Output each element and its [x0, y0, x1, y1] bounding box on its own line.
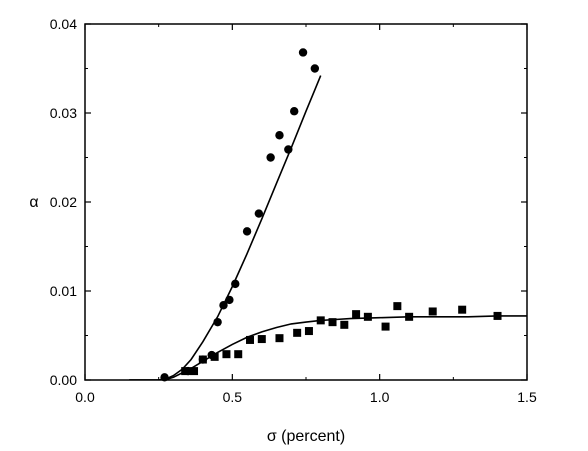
data-point-circle — [310, 64, 320, 73]
data-point-square — [405, 312, 414, 321]
data-point-square — [328, 318, 337, 327]
data-point-square — [493, 311, 502, 320]
data-point-square — [234, 350, 243, 359]
y-tick-label: 0.02 — [50, 194, 77, 210]
y-tick-label: 0.00 — [50, 372, 77, 388]
data-point-circle — [213, 317, 222, 327]
data-point-circle — [298, 48, 308, 57]
data-point-circle — [231, 279, 240, 289]
fit-curves-layer — [129, 75, 527, 380]
data-point-square — [304, 327, 313, 336]
data-point-circle — [219, 301, 228, 310]
data-point-circle — [290, 107, 299, 116]
data-point-square — [246, 335, 255, 344]
data-point-square — [293, 328, 302, 337]
data-point-square — [222, 350, 231, 359]
data-point-square — [275, 334, 284, 343]
x-tick-label: 0.5 — [223, 389, 243, 405]
data-point-square — [428, 307, 437, 316]
data-point-square — [458, 305, 467, 314]
data-point-square — [210, 352, 219, 361]
data-point-square — [181, 367, 190, 376]
data-point-square — [393, 302, 402, 311]
plot-frame — [84, 23, 528, 381]
data-point-circle — [242, 227, 252, 236]
data-point-circle — [225, 295, 234, 305]
data-point-circle — [266, 153, 275, 162]
y-axis-label: α — [29, 194, 38, 211]
data-point-circle — [284, 145, 293, 154]
y-tick-label: 0.01 — [50, 283, 77, 299]
data-point-circle — [254, 209, 264, 218]
x-tick-label: 0.0 — [75, 389, 95, 405]
data-point-circle — [275, 131, 284, 140]
fit-curve-square — [129, 315, 527, 380]
data-point-square — [190, 367, 199, 376]
data-point-square — [340, 320, 349, 329]
fit-curve-circle — [129, 75, 322, 380]
y-tick-label: 0.03 — [50, 105, 77, 121]
x-tick-label: 1.0 — [370, 389, 390, 405]
data-point-square — [257, 335, 266, 344]
x-axis-label: σ (percent) — [267, 428, 345, 445]
data-point-square — [363, 312, 372, 321]
data-point-square — [381, 322, 390, 331]
x-tick-label: 1.5 — [517, 389, 537, 405]
data-point-square — [198, 355, 207, 364]
ticks-layer: 0.0 0.5 1.0 1.5 0.00 0.01 0.02 0.03 0.04 — [50, 16, 537, 405]
data-point-square — [352, 310, 361, 319]
data-point-square — [316, 316, 325, 325]
data-points-layer — [160, 48, 502, 382]
y-tick-label: 0.04 — [50, 16, 77, 32]
